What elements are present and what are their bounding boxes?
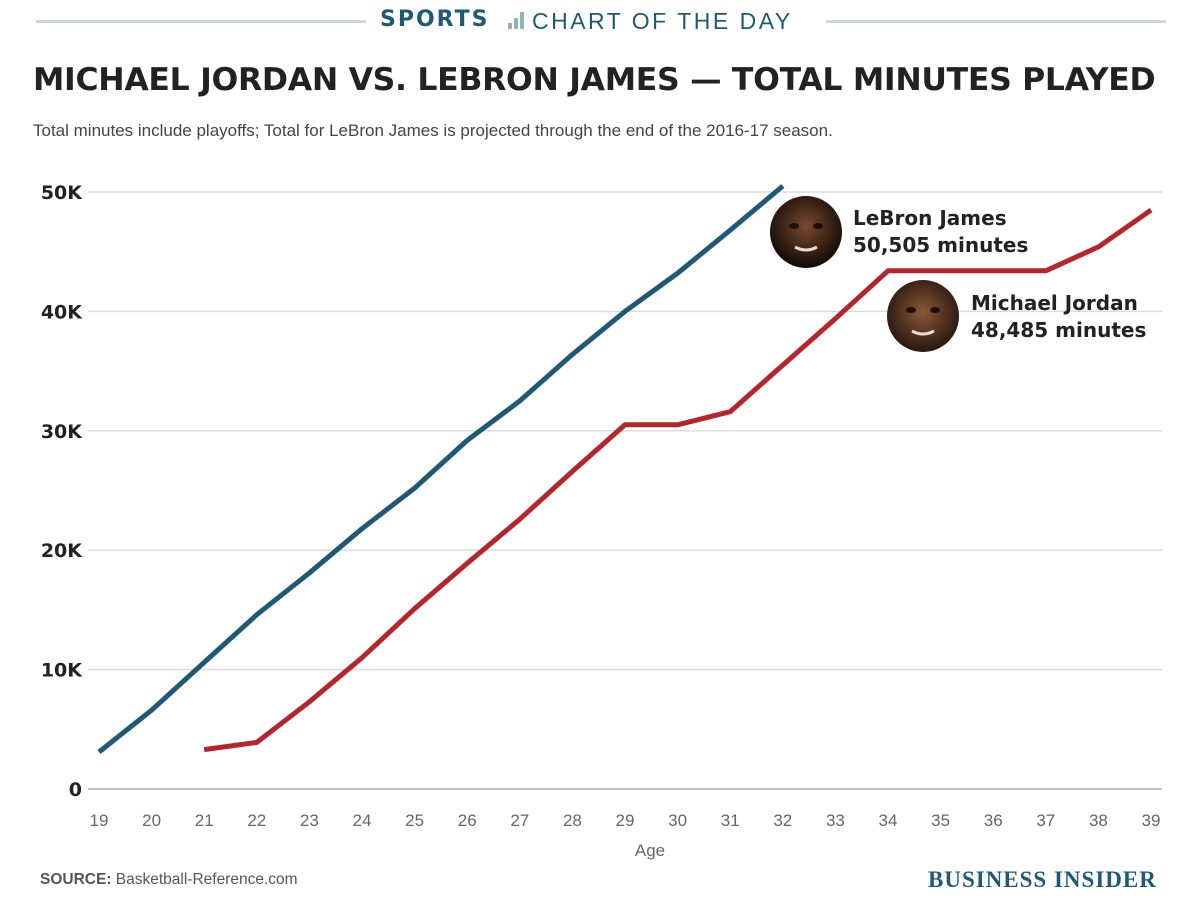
x-tick-label: 29 <box>616 811 635 830</box>
x-tick-label: 28 <box>563 811 582 830</box>
x-tick-label: 24 <box>353 811 372 830</box>
x-tick-label: 35 <box>931 811 950 830</box>
michael-jordan-avatar <box>887 280 959 352</box>
x-tick-label: 39 <box>1142 811 1161 830</box>
banner-center: SPORTS CHART OF THE DAY <box>380 5 820 35</box>
chart-title: MICHAEL JORDAN VS. LEBRON JAMES — TOTAL … <box>33 62 1156 98</box>
avatar-eye <box>930 307 940 313</box>
x-tick-label: 32 <box>773 811 792 830</box>
x-axis-label: Age <box>635 841 665 860</box>
x-tick-label: 19 <box>90 811 109 830</box>
avatar-eye <box>789 223 799 229</box>
chart-of-the-day-banner: SPORTS CHART OF THE DAY <box>0 5 1201 35</box>
x-tick-label: 33 <box>826 811 845 830</box>
x-tick-label: 34 <box>879 811 898 830</box>
series-line-michael-jordan <box>203 208 1153 753</box>
section-label: CHART OF THE DAY <box>532 8 793 34</box>
series-label-name: Michael Jordan <box>971 291 1138 315</box>
x-tick-label: 25 <box>405 811 424 830</box>
series-line-lebron-james <box>97 184 785 754</box>
x-tick-label: 22 <box>247 811 266 830</box>
y-tick-label: 40K <box>41 301 83 323</box>
x-tick-label: 37 <box>1036 811 1055 830</box>
business-insider-logo: BUSINESS INSIDER <box>928 867 1157 892</box>
avatar-eye <box>906 307 916 313</box>
avatar-face <box>887 280 959 352</box>
y-tick-label: 50K <box>41 182 83 204</box>
x-tick-label: 26 <box>458 811 477 830</box>
sports-label: SPORTS <box>380 7 490 32</box>
x-tick-label: 36 <box>984 811 1003 830</box>
x-tick-label: 20 <box>142 811 161 830</box>
avatar-face <box>770 196 842 268</box>
y-tick-label: 30K <box>41 421 83 443</box>
bar-chart-icon <box>508 12 524 29</box>
x-tick-label: 21 <box>195 811 214 830</box>
source-value: Basketball-Reference.com <box>115 871 298 888</box>
banner-rule-left <box>36 20 366 23</box>
avatar-mouth <box>911 329 935 336</box>
x-tick-label: 27 <box>510 811 529 830</box>
y-tick-label: 20K <box>41 540 83 562</box>
y-tick-label: 10K <box>41 660 83 682</box>
source-label: SOURCE: <box>40 871 112 888</box>
x-tick-label: 23 <box>300 811 319 830</box>
y-tick-label: 0 <box>69 779 82 801</box>
lebron-james-avatar <box>770 196 842 268</box>
x-tick-label: 38 <box>1089 811 1108 830</box>
series-label-name: LeBron James <box>853 206 1007 230</box>
source-note: SOURCE: Basketball-Reference.com <box>40 871 298 889</box>
series-label-value: 48,485 minutes <box>971 318 1146 342</box>
banner-rule-right <box>826 20 1166 23</box>
avatar-mouth <box>794 245 818 252</box>
avatar-eye <box>813 223 823 229</box>
series-label-value: 50,505 minutes <box>853 233 1028 257</box>
x-tick-label: 31 <box>721 811 740 830</box>
chart-subtitle: Total minutes include playoffs; Total fo… <box>33 121 833 140</box>
x-tick-label: 30 <box>668 811 687 830</box>
